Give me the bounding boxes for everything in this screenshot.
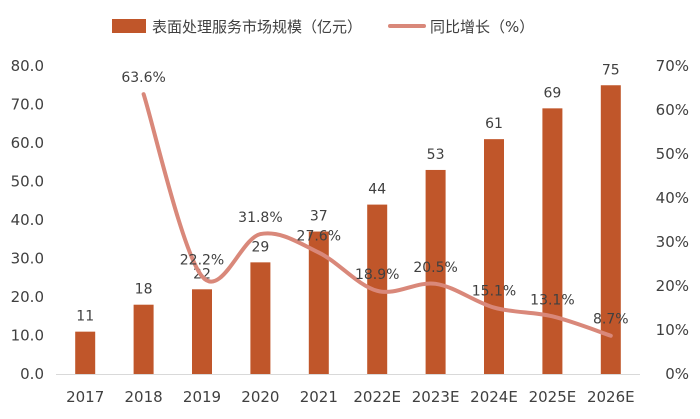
bar-label-2021: 37 <box>310 209 328 225</box>
bar-label-2017: 11 <box>76 309 94 325</box>
x-tick-label: 2021 <box>300 388 338 406</box>
x-tick-label: 2019 <box>183 388 221 406</box>
x-tick-label: 2024E <box>470 388 518 406</box>
left-axis: 0.0 10.0 20.0 30.0 40.0 50.0 60.0 70.0 80.0 <box>11 57 44 383</box>
legend: 表面处理服务市场规模（亿元） 同比增长（%） <box>112 18 534 36</box>
line-label-2024E: 15.1% <box>472 284 516 300</box>
x-axis: 2017 2018 2019 2020 2021 2022E 2023E 2024E 2025E… <box>56 374 640 406</box>
bar-label-2022E: 44 <box>368 182 386 198</box>
bar-2021 <box>308 231 329 374</box>
x-tick-label: 2026E <box>587 388 635 406</box>
left-tick-label: 40.0 <box>11 211 44 229</box>
bar-label-2020: 29 <box>251 239 269 255</box>
right-axis: 0% 10% 20% 30% 40% 50% 60% 70% <box>656 57 689 383</box>
line-label-2020: 31.8% <box>238 210 282 226</box>
right-tick-label: 50% <box>656 145 689 163</box>
x-tick-label: 2017 <box>66 388 104 406</box>
line-label-2019: 22.2% <box>180 252 224 268</box>
left-tick-label: 50.0 <box>11 173 44 191</box>
bar-2025E <box>542 108 563 374</box>
bar-2023E <box>425 169 446 374</box>
left-tick-label: 70.0 <box>11 96 44 114</box>
bar-label-2018: 18 <box>135 282 153 298</box>
bar-2026E <box>600 85 621 374</box>
line-data-labels: 63.6% 22.2% 31.8% 27.6% 18.9% 20.5% 15.1% 13.1%… <box>121 70 628 328</box>
right-tick-label: 30% <box>656 233 689 251</box>
bar-2017 <box>75 331 96 374</box>
bar-label-2025E: 69 <box>543 85 561 101</box>
left-tick-label: 60.0 <box>11 134 44 152</box>
bar-2019 <box>192 289 212 374</box>
legend-label-bar: 表面处理服务市场规模（亿元） <box>152 18 362 36</box>
legend-swatch-bar <box>112 19 146 33</box>
bar-label-2024E: 61 <box>485 116 503 132</box>
bar-label-2026E: 75 <box>602 62 620 78</box>
x-tick-label: 2025E <box>529 388 577 406</box>
x-tick-label: 2020 <box>241 388 279 406</box>
bar-2020 <box>250 262 271 374</box>
left-tick-label: 0.0 <box>20 365 44 383</box>
bar-2024E <box>484 139 504 374</box>
bar-series <box>75 85 621 374</box>
right-tick-label: 40% <box>656 189 689 207</box>
line-series <box>141 92 613 338</box>
line-label-2022E: 18.9% <box>355 267 399 283</box>
left-tick-label: 30.0 <box>11 250 44 268</box>
left-tick-label: 80.0 <box>11 57 44 75</box>
line-label-2021: 27.6% <box>297 229 341 245</box>
bar-2018 <box>133 304 154 374</box>
legend-label-line: 同比增长（%） <box>430 18 534 36</box>
line-label-2023E: 20.5% <box>413 260 457 276</box>
right-tick-label: 20% <box>656 277 689 295</box>
x-tick-label: 2018 <box>125 388 163 406</box>
right-tick-label: 60% <box>656 101 689 119</box>
line-label-2026E: 8.7% <box>593 312 629 328</box>
left-tick-label: 10.0 <box>11 327 44 345</box>
right-tick-label: 0% <box>665 365 689 383</box>
line-label-2025E: 13.1% <box>530 292 574 308</box>
x-tick-label: 2022E <box>353 388 401 406</box>
growth-line <box>141 92 613 338</box>
x-tick-label: 2023E <box>412 388 460 406</box>
right-tick-label: 10% <box>656 321 689 339</box>
bar-label-2023E: 53 <box>427 147 445 163</box>
right-tick-label: 70% <box>656 57 689 75</box>
left-tick-label: 20.0 <box>11 288 44 306</box>
line-label-2018: 63.6% <box>121 70 165 86</box>
